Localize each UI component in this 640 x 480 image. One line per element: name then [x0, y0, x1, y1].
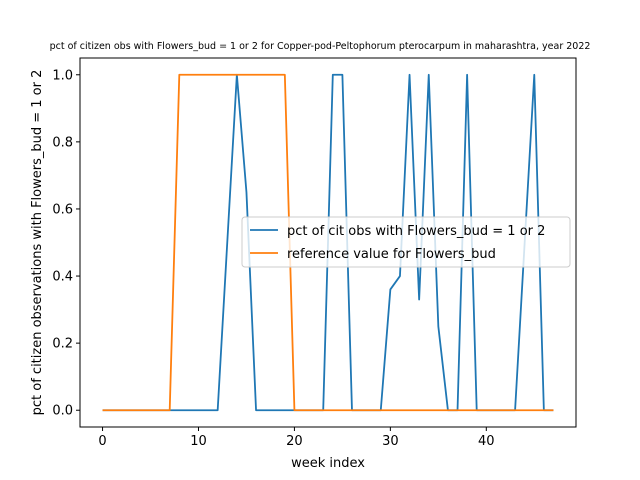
y-tick-label: 0.2 [52, 337, 73, 352]
legend-box [241, 216, 571, 268]
x-tick-label: 40 [478, 434, 495, 449]
legend: pct of cit obs with Flowers_bud = 1 or 2… [241, 216, 571, 268]
legend-label-series-1: pct of cit obs with Flowers_bud = 1 or 2 [287, 224, 545, 239]
x-axis-ticks: 0 10 20 30 40 [98, 427, 495, 449]
axes-frame [79, 57, 577, 428]
y-tick-label: 0.6 [52, 202, 73, 217]
y-tick-label: 0.0 [52, 404, 73, 419]
y-tick-label: 1.0 [52, 68, 73, 83]
x-tick-label: 20 [286, 434, 303, 449]
x-tick-label: 0 [98, 434, 106, 449]
x-axis-label: week index [291, 456, 365, 471]
y-tick-label: 0.8 [52, 135, 73, 150]
y-axis-label: pct of citizen observations with Flowers… [30, 70, 45, 416]
x-tick-label: 30 [382, 434, 399, 449]
legend-label-series-2: reference value for Flowers_bud [287, 247, 496, 262]
chart-title: pct of citizen obs with Flowers_bud = 1 … [50, 41, 591, 52]
y-axis-ticks: 0.0 0.2 0.4 0.6 0.8 1.0 [52, 68, 80, 419]
x-tick-label: 10 [190, 434, 207, 449]
plot-area: 0 10 20 30 40 0.0 0.2 0.4 0.6 0.8 1.0 [52, 57, 577, 449]
series-line-2 [102, 73, 554, 412]
y-tick-label: 0.4 [52, 270, 73, 285]
